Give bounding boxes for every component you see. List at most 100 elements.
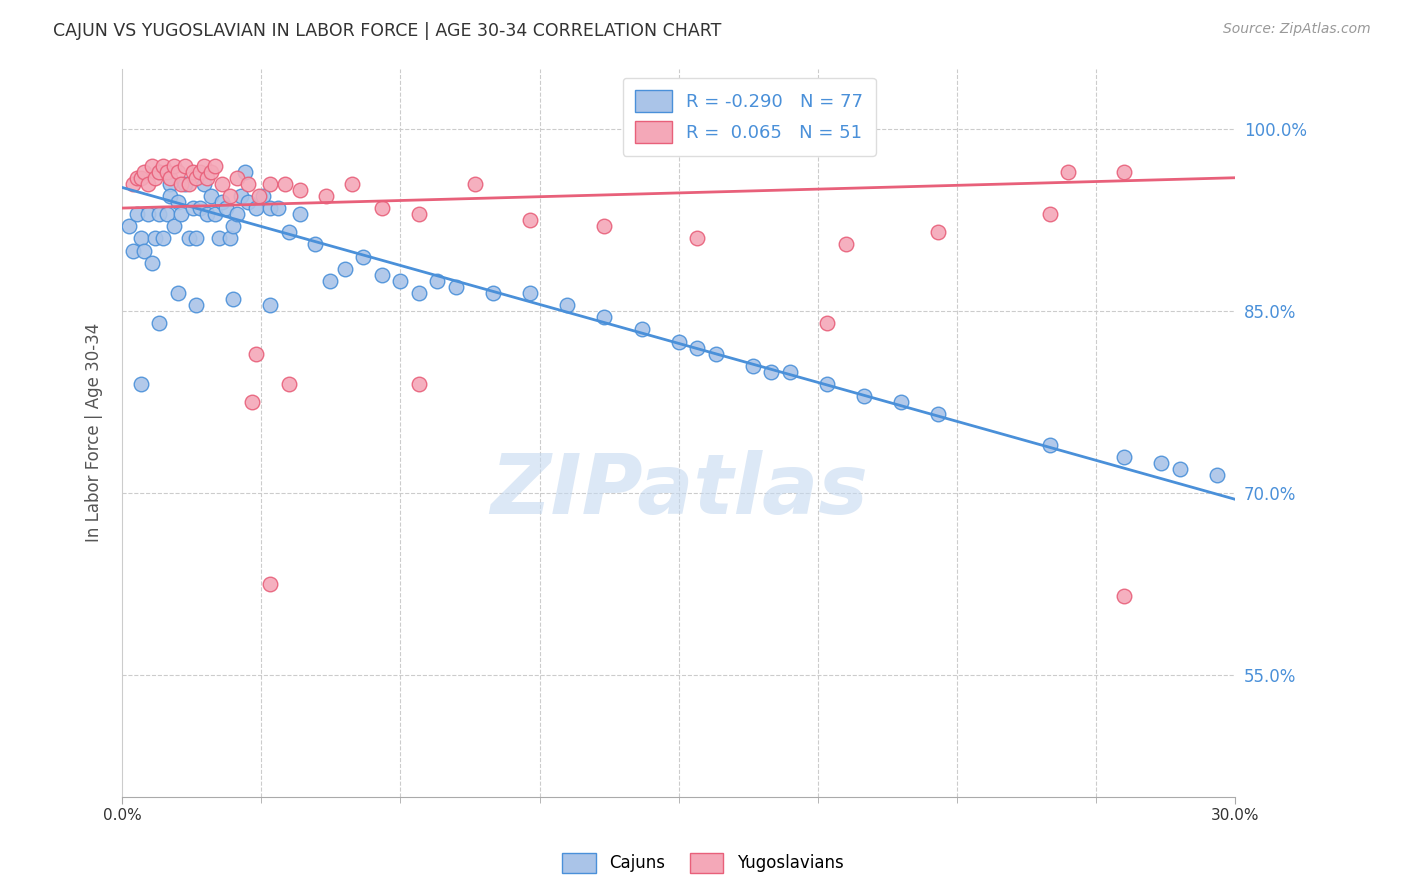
Point [233,164,256,178]
Point [129,231,152,245]
Point [177,231,200,245]
Text: Source: ZipAtlas.com: Source: ZipAtlas.com [1223,22,1371,37]
Point [834,237,856,252]
Point [148,164,170,178]
Point [204,207,226,221]
Point [229,189,252,203]
Point [166,286,188,301]
Point [593,310,616,325]
Legend: Cajuns, Yugoslavians: Cajuns, Yugoslavians [555,847,851,880]
Point [181,164,204,178]
Point [1205,468,1227,483]
Point [259,177,281,191]
Point [186,231,208,245]
Point [159,177,181,191]
Point [200,189,222,203]
Text: ZIPatlas: ZIPatlas [489,450,868,532]
Point [259,577,281,591]
Point [519,286,541,301]
Point [125,170,148,185]
Point [686,341,709,355]
Point [1039,207,1062,221]
Point [557,298,579,312]
Point [779,365,801,379]
Point [1057,164,1080,178]
Point [118,219,141,234]
Point [274,177,297,191]
Point [215,201,238,215]
Point [267,201,290,215]
Point [761,365,783,379]
Point [166,194,188,209]
Point [145,231,167,245]
Point [741,359,763,373]
Point [155,164,177,178]
Point [136,177,159,191]
Point [141,256,163,270]
Y-axis label: In Labor Force | Age 30-34: In Labor Force | Age 30-34 [86,323,103,542]
Point [148,164,170,178]
Point [226,170,249,185]
Point [482,286,505,301]
Point [288,183,311,197]
Point [890,395,912,409]
Point [218,231,240,245]
Point [238,177,260,191]
Point [159,189,181,203]
Point [340,177,363,191]
Point [186,170,208,185]
Point [853,389,876,403]
Point [408,207,430,221]
Point [181,201,204,215]
Point [125,207,148,221]
Point [141,159,163,173]
Point [352,250,374,264]
Point [927,408,949,422]
Point [134,244,156,258]
Point [222,292,245,306]
Point [371,201,394,215]
Point [193,177,215,191]
Point [129,377,152,392]
Point [145,170,167,185]
Point [464,177,486,191]
Point [148,207,170,221]
Point [200,164,222,178]
Point [240,395,263,409]
Point [204,159,226,173]
Point [278,377,301,392]
Point [1112,164,1135,178]
Point [159,170,181,185]
Point [174,159,197,173]
Point [1150,456,1173,470]
Point [668,334,690,349]
Point [122,177,145,191]
Point [426,274,449,288]
Point [197,170,219,185]
Point [444,280,467,294]
Point [304,237,326,252]
Point [177,177,200,191]
Point [155,207,177,221]
Point [136,207,159,221]
Point [222,219,245,234]
Point [815,377,838,392]
Point [371,268,394,282]
Text: CAJUN VS YUGOSLAVIAN IN LABOR FORCE | AGE 30-34 CORRELATION CHART: CAJUN VS YUGOSLAVIAN IN LABOR FORCE | AG… [53,22,721,40]
Point [188,201,211,215]
Point [519,213,541,227]
Point [152,231,174,245]
Point [1039,438,1062,452]
Point [163,159,186,173]
Point [148,317,170,331]
Point [193,159,215,173]
Point [815,317,838,331]
Point [389,274,412,288]
Point [170,207,193,221]
Point [226,207,249,221]
Point [252,189,274,203]
Point [245,201,267,215]
Point [238,194,260,209]
Point [315,189,337,203]
Point [188,164,211,178]
